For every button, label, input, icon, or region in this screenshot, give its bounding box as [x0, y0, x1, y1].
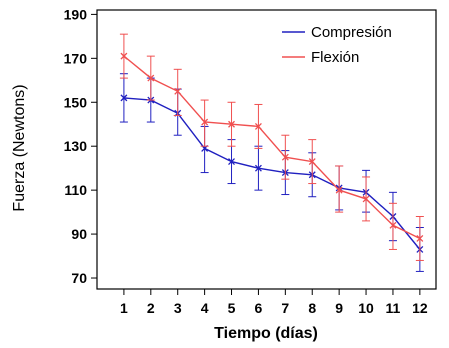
x-axis-title: Tiempo (días)	[214, 325, 318, 342]
y-axis: 70 90 110 130 150 170 190	[64, 6, 97, 286]
data-point	[254, 164, 262, 172]
data-point	[335, 186, 343, 194]
x-tick-label: 10	[358, 300, 374, 316]
data-point	[147, 74, 155, 82]
x-tick-label: 2	[147, 300, 155, 316]
y-tick-label: 70	[71, 270, 87, 286]
y-axis-title: Fuerza (Newtons)	[11, 84, 28, 211]
y-tick-label: 170	[64, 50, 88, 66]
series-line	[123, 55, 421, 240]
x-tick-label: 8	[308, 300, 316, 316]
data-point	[308, 158, 316, 166]
x-tick-label: 11	[386, 300, 401, 316]
data-point	[281, 153, 289, 161]
x-tick-label: 1	[120, 300, 128, 316]
y-tick-label: 190	[64, 6, 88, 22]
x-tick-label: 12	[412, 300, 428, 316]
data-point	[228, 158, 235, 166]
data-point	[201, 118, 209, 126]
x-tick-label: 9	[335, 300, 343, 316]
data-point	[416, 235, 424, 242]
data-point	[174, 87, 182, 95]
x-axis: 1 2 3 4 5 6 7 8 9 10 11 12	[120, 289, 428, 316]
data-point	[362, 195, 370, 203]
data-point	[389, 221, 397, 229]
legend: Compresión Flexión	[282, 24, 392, 66]
x-tick-label: 3	[174, 300, 182, 316]
series-2	[119, 33, 424, 261]
y-tick-label: 90	[71, 226, 87, 242]
data-point	[228, 120, 235, 128]
legend-label: Compresión	[311, 24, 392, 41]
plot-frame	[96, 9, 437, 290]
series-layer	[119, 33, 424, 272]
data-point	[120, 94, 128, 102]
data-point	[254, 122, 262, 130]
x-tick-label: 4	[201, 300, 209, 316]
y-tick-label: 150	[64, 94, 88, 110]
legend-label: Flexión	[311, 49, 359, 66]
series-line	[123, 97, 421, 250]
x-tick-label: 6	[255, 300, 263, 316]
y-tick-label: 110	[64, 182, 87, 198]
data-point	[120, 52, 128, 60]
y-tick-label: 130	[64, 138, 88, 154]
x-tick-label: 7	[281, 300, 289, 316]
x-tick-label: 5	[228, 300, 236, 316]
